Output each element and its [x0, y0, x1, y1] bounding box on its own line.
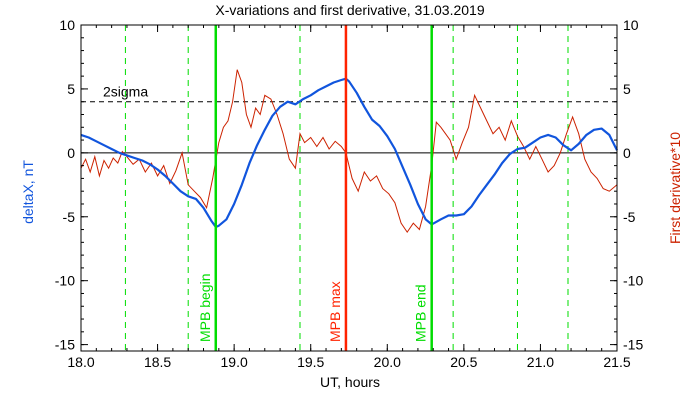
- y-tick-label-left-2: 0: [67, 145, 75, 161]
- y-axis-label-left: deltaX, nT: [20, 160, 36, 224]
- y-tick-label-right-2: 0: [623, 145, 631, 161]
- marker-label-0: MPB begin: [197, 274, 213, 342]
- x-tick-label-7: 21.5: [603, 354, 630, 370]
- x-tick-label-2: 19.0: [221, 354, 248, 370]
- y-tick-label-right-4: -10: [623, 273, 643, 289]
- marker-label-2: MPB end: [413, 284, 429, 342]
- x-tick-label-1: 18.5: [144, 354, 171, 370]
- marker-label-1: MPB max: [327, 281, 343, 342]
- y-tick-label-right-5: -15: [623, 337, 643, 353]
- chart-title: X-variations and first derivative, 31.03…: [215, 2, 484, 18]
- y-tick-label-left-3: -5: [63, 209, 76, 225]
- x-tick-label-6: 21.0: [527, 354, 554, 370]
- y-tick-label-right-1: 5: [623, 81, 631, 97]
- y-tick-label-right-3: -5: [623, 209, 636, 225]
- y-axis-label-right: First derivative*10: [667, 132, 683, 244]
- x-tick-label-3: 19.5: [297, 354, 324, 370]
- y-tick-label-left-0: 10: [59, 17, 75, 33]
- x-tick-label-5: 20.5: [450, 354, 477, 370]
- plot-frame: [80, 24, 618, 352]
- y-tick-label-left-5: -15: [55, 337, 75, 353]
- y-tick-label-left-4: -10: [55, 273, 75, 289]
- x-axis-label: UT, hours: [320, 374, 380, 390]
- series-derivative-line: [80, 69, 618, 233]
- y-tick-label-right-0: 10: [623, 17, 639, 33]
- y-tick-label-left-1: 5: [67, 81, 75, 97]
- x-tick-label-0: 18.0: [67, 354, 94, 370]
- x-tick-label-4: 20.0: [374, 354, 401, 370]
